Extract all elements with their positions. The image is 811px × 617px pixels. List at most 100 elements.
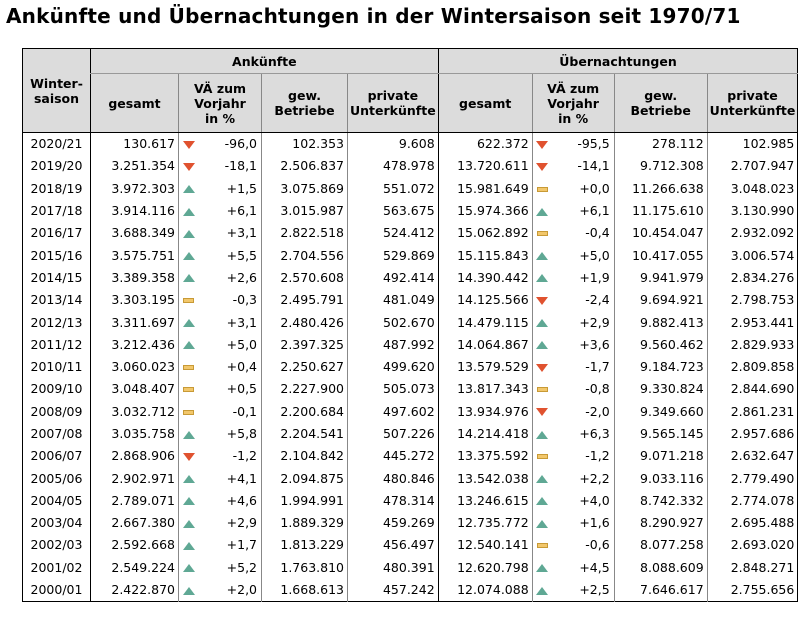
arrivals-change-cell: +0,5 bbox=[226, 381, 257, 397]
table-row: 2005/06 2.902.971 +4,1 2.094.875 480.846 13.5… bbox=[23, 467, 798, 490]
nights-commercial-l1: gew. bbox=[644, 88, 678, 103]
arrivals-commercial-cell: 3.075.869 bbox=[261, 177, 348, 200]
arrivals-commercial-cell: 102.353 bbox=[261, 132, 348, 156]
nights-trend-icon bbox=[531, 177, 553, 200]
nights-private-cell: 2.861.231 bbox=[706, 400, 798, 423]
nights-total-cell: 12.620.798 bbox=[437, 556, 533, 579]
arrivals-change-cell: +5,5 bbox=[226, 247, 257, 263]
arrow-up-icon bbox=[182, 229, 195, 238]
nights-total-cell: 14.479.115 bbox=[437, 311, 533, 334]
flat-bar-icon bbox=[183, 298, 195, 304]
nights-trend-icon bbox=[531, 489, 553, 513]
season-cell: 2015/16 bbox=[30, 247, 83, 263]
nights-change-cell: -0,6 bbox=[585, 537, 610, 553]
flat-bar-icon bbox=[536, 387, 548, 393]
arrivals-total-cell: 3.251.354 bbox=[90, 155, 179, 178]
nights-commercial-cell: 11.175.610 bbox=[613, 199, 708, 223]
arrivals-private-cell: 9.608 bbox=[347, 132, 439, 156]
arrow-up-icon bbox=[182, 541, 195, 550]
arrivals-total-cell: 3.688.349 bbox=[90, 222, 179, 245]
arrivals-trend-icon bbox=[178, 378, 199, 401]
arrivals-total-cell: 2.549.224 bbox=[90, 556, 179, 579]
arrivals-private-cell: 507.226 bbox=[347, 422, 439, 446]
table-body: 2020/21 130.617 -96,0 102.353 9.608 622.372 -9… bbox=[23, 132, 798, 602]
table-row: 2011/12 3.212.436 +5,0 2.397.325 487.992 14.0… bbox=[23, 333, 798, 356]
arrivals-trend-icon bbox=[178, 311, 199, 334]
nights-total-cell: 13.579.529 bbox=[437, 355, 533, 379]
nights-commercial-cell: 9.882.413 bbox=[613, 311, 708, 334]
arrivals-total-cell: 3.048.407 bbox=[90, 378, 179, 401]
nights-trend-icon bbox=[531, 422, 553, 446]
arrivals-total-cell: 3.914.116 bbox=[90, 199, 179, 223]
nights-change-l1: VÄ zum bbox=[547, 80, 600, 96]
arrivals-trend-icon bbox=[178, 289, 199, 312]
nights-total-cell: 13.720.611 bbox=[437, 155, 533, 178]
arrivals-trend-icon bbox=[178, 355, 199, 379]
arrow-up-icon bbox=[536, 497, 549, 506]
nights-total-cell: 13.246.615 bbox=[437, 489, 533, 513]
season-cell: 2003/04 bbox=[30, 515, 83, 531]
arrow-up-icon bbox=[182, 207, 195, 216]
nights-change-cell: +2,9 bbox=[579, 314, 610, 330]
arrow-up-icon bbox=[536, 475, 549, 484]
arrivals-change-cell: -0,1 bbox=[232, 403, 257, 419]
arrivals-private-cell: 459.269 bbox=[347, 512, 439, 535]
arrivals-trend-icon bbox=[178, 534, 199, 557]
nights-commercial-cell: 9.071.218 bbox=[613, 445, 708, 468]
arrivals-commercial-cell: 1.763.810 bbox=[261, 556, 348, 579]
nights-change-cell: -95,5 bbox=[577, 136, 610, 152]
flat-bar-icon bbox=[536, 231, 548, 237]
nights-change-cell: -0,8 bbox=[585, 381, 610, 397]
season-cell: 2006/07 bbox=[30, 448, 83, 464]
arrow-up-icon bbox=[536, 586, 549, 595]
arrivals-commercial-cell: 2.227.900 bbox=[261, 378, 348, 401]
nights-change-cell: -1,7 bbox=[585, 359, 610, 375]
arrow-up-icon bbox=[536, 207, 549, 216]
season-cell: 2017/18 bbox=[30, 203, 83, 219]
arrivals-trend-icon bbox=[178, 512, 199, 535]
arrivals-trend-icon bbox=[178, 467, 199, 490]
arrow-down-icon bbox=[182, 452, 195, 461]
nights-change-cell: -2,0 bbox=[585, 403, 610, 419]
table-row: 2004/05 2.789.071 +4,6 1.994.991 478.314 13.2… bbox=[23, 489, 798, 513]
arrivals-total-cell: 2.422.870 bbox=[90, 578, 179, 602]
arrivals-change-cell: +2,9 bbox=[226, 515, 257, 531]
nights-change-cell: -2,4 bbox=[585, 292, 610, 308]
arrow-down-icon bbox=[182, 140, 195, 149]
arrivals-private-cell: 478.314 bbox=[347, 489, 439, 513]
table-row: 2003/04 2.667.380 +2,9 1.889.329 459.269 12.7… bbox=[23, 512, 798, 535]
arrivals-trend-icon bbox=[178, 155, 199, 178]
table-row: 2012/13 3.311.697 +3,1 2.480.426 502.670 14.4… bbox=[23, 311, 798, 334]
arrivals-commercial-cell: 2.570.608 bbox=[261, 266, 348, 290]
arrivals-total-cell: 3.035.758 bbox=[90, 422, 179, 446]
nights-private-cell: 3.048.023 bbox=[706, 177, 798, 200]
arrow-up-icon bbox=[182, 274, 195, 283]
nights-private-cell: 2.829.933 bbox=[706, 333, 798, 356]
arrivals-trend-icon bbox=[178, 177, 199, 200]
nights-commercial-cell: 8.742.332 bbox=[613, 489, 708, 513]
nights-commercial-cell: 8.088.609 bbox=[613, 556, 708, 579]
nights-commercial-cell: 9.184.723 bbox=[613, 355, 708, 379]
season-cell: 2019/20 bbox=[30, 158, 83, 174]
nights-total-cell: 14.125.566 bbox=[437, 289, 533, 312]
arrivals-commercial-header: gew. Betriebe bbox=[261, 73, 348, 133]
arrivals-total-cell: 2.868.906 bbox=[90, 445, 179, 468]
arrivals-change-cell: -96,0 bbox=[224, 136, 257, 152]
arrow-up-icon bbox=[182, 564, 195, 573]
season-header-line1: Winter- bbox=[30, 75, 83, 91]
nights-trend-icon bbox=[531, 467, 553, 490]
nights-total-cell: 15.062.892 bbox=[437, 222, 533, 245]
nights-private-l1: private bbox=[727, 88, 778, 103]
arrow-up-icon bbox=[536, 274, 549, 283]
arrow-down-icon bbox=[536, 140, 549, 149]
nights-trend-icon bbox=[531, 400, 553, 423]
arrivals-private-cell: 551.072 bbox=[347, 177, 439, 200]
arrivals-total-header: gesamt bbox=[90, 73, 179, 133]
flat-bar-icon bbox=[536, 543, 548, 549]
arrivals-private-cell: 480.391 bbox=[347, 556, 439, 579]
arrivals-trend-icon bbox=[178, 266, 199, 290]
nights-total-cell: 13.934.976 bbox=[437, 400, 533, 423]
arrivals-commercial-cell: 2.480.426 bbox=[261, 311, 348, 334]
arrivals-commercial-l2: Betriebe bbox=[274, 103, 335, 118]
arrivals-commercial-cell: 2.822.518 bbox=[261, 222, 348, 245]
